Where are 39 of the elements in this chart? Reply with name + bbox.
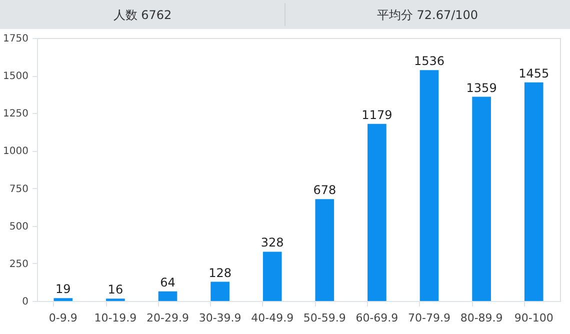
bar — [368, 124, 386, 301]
bar — [315, 199, 334, 301]
x-tick-label: 70-79.9 — [408, 312, 450, 324]
data-label: 678 — [313, 183, 336, 198]
bar — [524, 82, 544, 301]
bar — [54, 298, 73, 301]
x-tick-label: 60-69.9 — [356, 312, 398, 324]
data-label: 128 — [208, 266, 232, 280]
x-tick-label: 10-19.9 — [94, 312, 137, 324]
y-tick-label: 0 — [22, 296, 28, 308]
x-tick-label: 40-49.9 — [251, 312, 294, 324]
y-tick-label: 1500 — [3, 71, 28, 82]
x-tick-label: 20-29.9 — [146, 312, 189, 324]
bar — [262, 252, 282, 301]
x-tick-label: 30-39.9 — [198, 312, 242, 324]
text: 平均分 72.67/100 — [376, 8, 478, 22]
y-tick-label: 1250 — [3, 108, 28, 120]
y-tick-label: 500 — [9, 221, 28, 232]
bar — [158, 291, 178, 301]
x-tick-label: 0-9.9 — [48, 312, 78, 324]
text: 人数 6762 — [113, 8, 172, 22]
x-tick-label: 80-89.9 — [460, 312, 503, 324]
data-label: 1536 — [414, 54, 445, 68]
data-label: 1359 — [466, 80, 497, 95]
bar — [472, 96, 491, 301]
y-tick-label: 1000 — [3, 146, 28, 158]
x-tick-label: 50-59.9 — [303, 312, 346, 324]
data-label: 1179 — [362, 108, 392, 122]
data-label: 19 — [56, 282, 71, 296]
data-label: 1455 — [518, 66, 550, 80]
data-label: 16 — [108, 282, 124, 297]
bar — [210, 282, 230, 301]
y-tick-label: 250 — [9, 258, 28, 270]
data-label: 64 — [160, 275, 176, 290]
x-tick-label: 90-100 — [514, 312, 554, 324]
y-tick-label: 1750 — [3, 34, 28, 44]
data-label: 328 — [260, 236, 284, 250]
y-tick-label: 750 — [9, 184, 28, 195]
bar — [420, 70, 439, 301]
